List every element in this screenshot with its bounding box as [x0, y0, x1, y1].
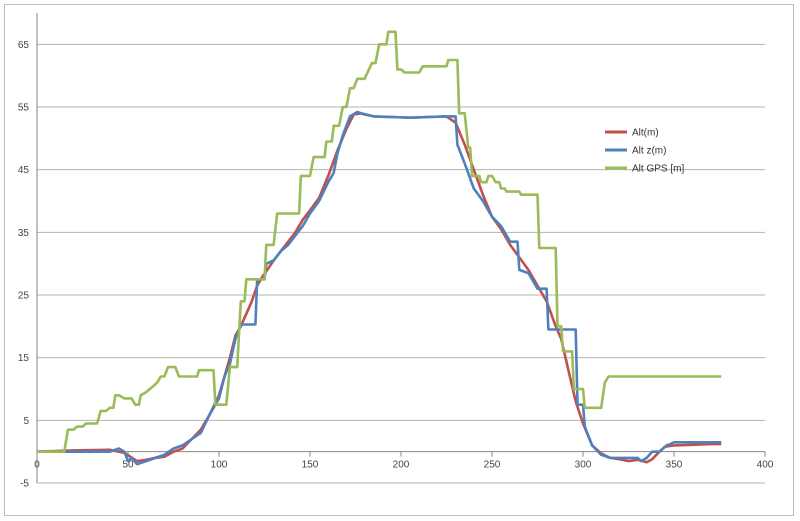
y-tick-label: 45: [18, 165, 30, 176]
axes: -5 5 15 25 35 45 55 65 0 50 100 150 200 250 300 350 400: [18, 13, 774, 490]
legend-label-2: Alt GPS [m]: [632, 164, 684, 175]
legend: Alt(m) Alt z(m) Alt GPS [m]: [605, 128, 684, 175]
chart-frame: -5 5 15 25 35 45 55 65 0 50 100 150 200 250 300 350 400 …: [4, 4, 794, 516]
y-tick-label: 25: [18, 291, 30, 302]
x-tick-label: 50: [122, 460, 134, 471]
y-tick-label: 65: [18, 40, 30, 51]
gridlines: [37, 43, 765, 484]
x-tick-label: 350: [666, 460, 683, 471]
x-tick-label: 250: [484, 460, 501, 471]
y-tick-label: 55: [18, 103, 30, 114]
x-tick-label: 150: [302, 460, 319, 471]
x-tick-label: 100: [211, 460, 228, 471]
y-tick-label: -5: [20, 479, 29, 490]
legend-label-0: Alt(m): [632, 128, 659, 139]
y-tick-label: 5: [23, 416, 29, 427]
x-tick-label: 400: [757, 460, 774, 471]
y-tick-label: 35: [18, 228, 30, 239]
x-tick-label: 0: [34, 460, 40, 471]
series-line-0: [36, 112, 722, 464]
x-tick-label: 200: [393, 460, 410, 471]
legend-label-1: Alt z(m): [632, 146, 666, 157]
series-line-1: [37, 110, 722, 466]
series-lines: [36, 30, 722, 466]
y-tick-label: 15: [18, 353, 30, 364]
series-line-2: [37, 30, 722, 453]
x-tick-label: 300: [575, 460, 592, 471]
